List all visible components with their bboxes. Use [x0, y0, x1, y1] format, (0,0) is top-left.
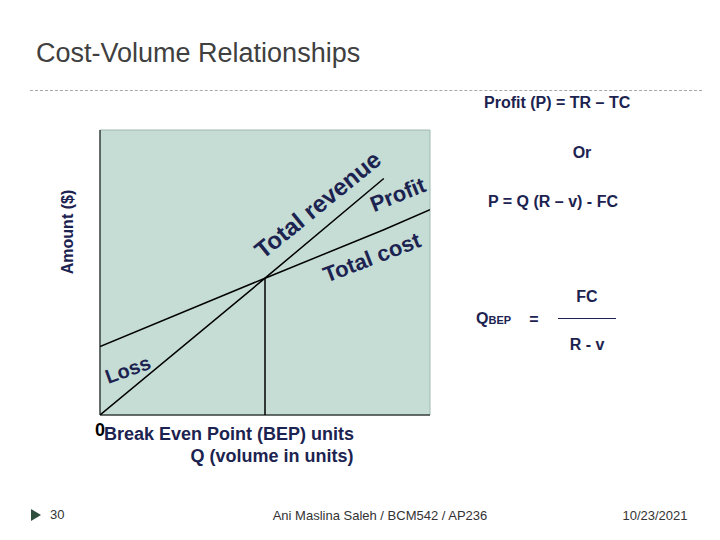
html-text:Or: Or	[572, 144, 592, 161]
html-text:Loss: Loss	[102, 351, 154, 388]
html-text:Cost-Volume Relationships: Cost-Volume Relationships	[36, 38, 361, 68]
html-text:Amount ($): Amount ($)	[59, 189, 76, 275]
html-text:Q (volume in units): Q (volume in units)	[190, 445, 354, 466]
html-text:Total revenue: Total revenue	[249, 145, 387, 264]
html-text:Profit (P) = TR – TC: Profit (P) = TR – TC	[484, 94, 631, 111]
html-text:10/23/2021: 10/23/2021	[622, 507, 688, 523]
svg-text:0: 0	[95, 420, 105, 440]
html-text:Ani Maslina Saleh / BCM542 / A: Ani Maslina Saleh / BCM542 / AP236	[272, 507, 488, 523]
html-text:Total cost: Total cost	[319, 227, 424, 288]
html-text:30: 30	[50, 507, 65, 522]
html-text:FC: FC	[576, 288, 598, 305]
html-text:QBEP: QBEP	[476, 310, 512, 327]
html-text:Profit: Profit	[366, 172, 430, 217]
html-text:P = Q (R – v) - FC: P = Q (R – v) - FC	[488, 193, 618, 210]
html-text:Break Even Point (BEP) units: Break Even Point (BEP) units	[104, 424, 355, 444]
html-text:R - v: R - v	[569, 336, 605, 353]
